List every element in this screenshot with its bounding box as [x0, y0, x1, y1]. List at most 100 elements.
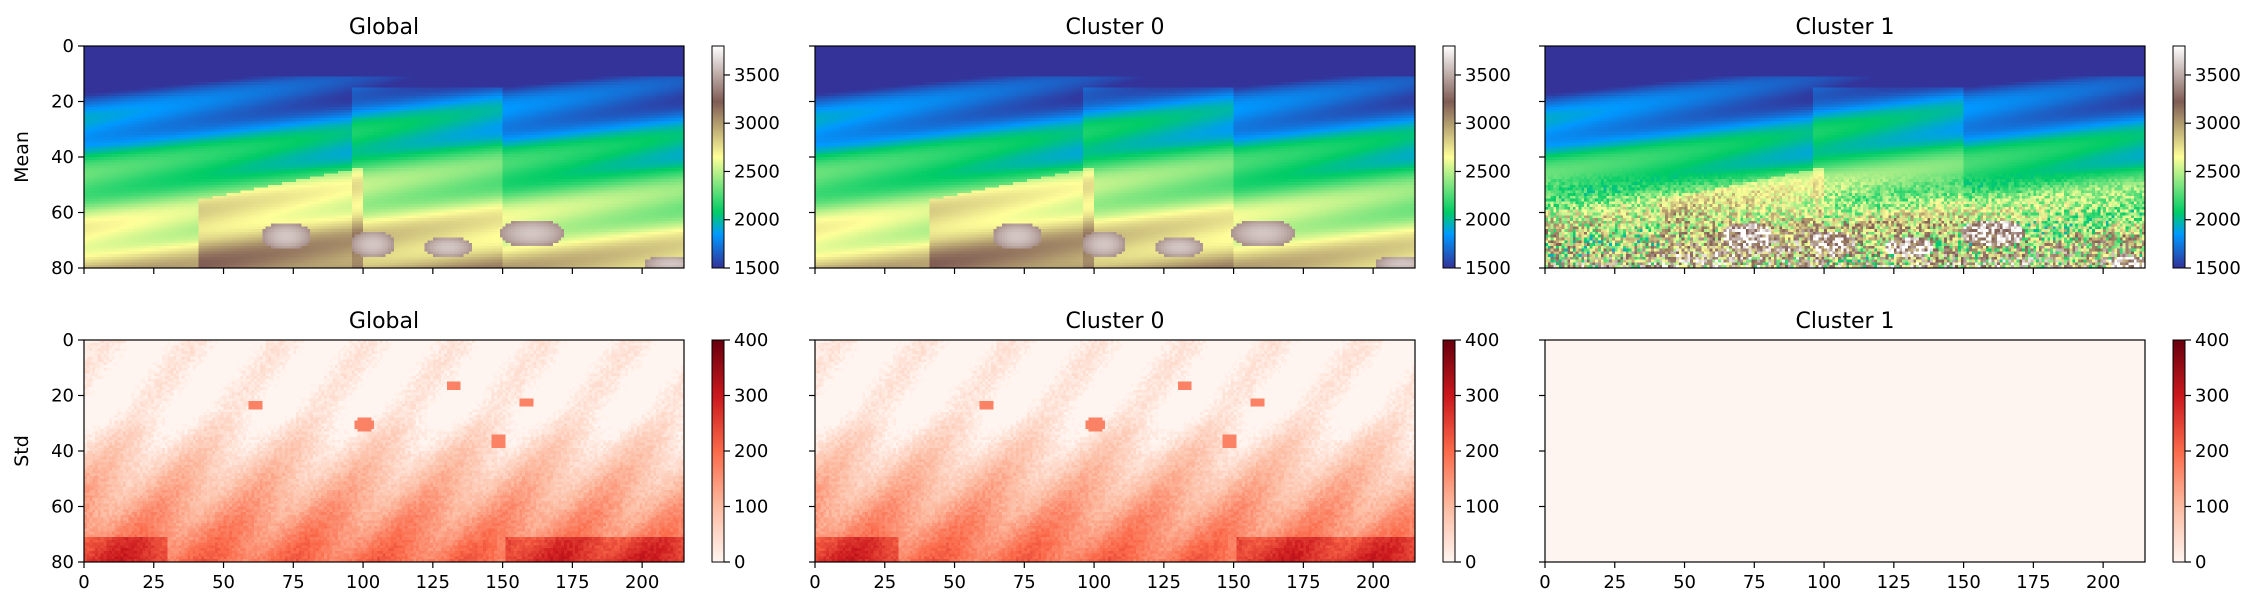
y-tick-label: 60: [51, 203, 74, 224]
colorbar-tick-label: 3000: [1465, 113, 1511, 134]
panel-title: Global: [349, 309, 419, 334]
colorbar-tick-label: 100: [2195, 497, 2229, 518]
x-tick-label: 0: [1539, 572, 1550, 593]
x-tick-label: 125: [1147, 572, 1181, 593]
colorbar-gradient: [2173, 340, 2185, 562]
x-tick-label: 150: [485, 572, 519, 593]
colorbar-tick-label: 400: [2195, 330, 2229, 351]
panel-velocity-mean-cluster1: Cluster 1 1500 2000 2500 3000 3500: [1539, 15, 2241, 279]
panel-title: Cluster 1: [1795, 309, 1894, 334]
x-tick-label: 100: [346, 572, 380, 593]
colorbar-gradient: [712, 46, 724, 268]
colorbar-tick-label: 1500: [2195, 258, 2241, 279]
x-tick-label: 100: [1807, 572, 1841, 593]
heatmap-image: [84, 46, 684, 268]
y-tick-label: 80: [51, 552, 74, 573]
x-tick-label: 75: [282, 572, 305, 593]
colorbar-tick-label: 400: [1465, 330, 1499, 351]
panel-velocity-std-cluster1-uniform-0: Cluster 1 0 25 50 75 100 125 150 175 200 0 100 200 30…: [1539, 309, 2229, 593]
panel-title: Global: [349, 15, 419, 40]
colorbar-gradient: [1443, 46, 1455, 268]
y-tick-label: 60: [51, 497, 74, 518]
colorbar-tick-label: 3500: [1465, 65, 1511, 86]
x-tick-label: 75: [1013, 572, 1036, 593]
colorbar-tick-label: 3000: [2195, 113, 2241, 134]
heatmap-image: [815, 340, 1415, 562]
heatmap-image: [84, 340, 684, 562]
panel-title: Cluster 0: [1065, 309, 1164, 334]
x-tick-label: 200: [625, 572, 659, 593]
panel-velocity-mean-global: Global 0 20 40 60 80 1500 2000 2500 3000 3500: [51, 15, 780, 279]
y-tick-label: 20: [51, 92, 74, 113]
row-ylabel: Std: [11, 435, 33, 467]
y-tick-label: 20: [51, 386, 74, 407]
x-tick-label: 150: [1216, 572, 1250, 593]
colorbar-tick-label: 2500: [734, 161, 780, 182]
colorbar: 1500 2000 2500 3000 3500: [1442, 45, 1511, 279]
colorbar-tick-label: 3500: [2195, 65, 2241, 86]
x-tick-label: 125: [1877, 572, 1911, 593]
panel-title: Cluster 1: [1795, 15, 1894, 40]
colorbar-tick-label: 2500: [1465, 161, 1511, 182]
colorbar-tick-label: 1500: [1465, 258, 1511, 279]
colorbar: 0 100 200 300 400: [711, 330, 768, 573]
colorbar-tick-label: 0: [1465, 552, 1476, 573]
x-tick-label: 0: [809, 572, 820, 593]
colorbar-tick-label: 200: [734, 441, 768, 462]
x-tick-label: 200: [2086, 572, 2120, 593]
row-ylabel: Mean: [11, 131, 33, 183]
x-tick-label: 125: [416, 572, 450, 593]
x-tick-label: 0: [78, 572, 89, 593]
colorbar-frame: [2172, 45, 2186, 269]
colorbar-tick-label: 200: [2195, 441, 2229, 462]
x-tick-label: 200: [1356, 572, 1390, 593]
colorbar-tick-label: 300: [2195, 386, 2229, 407]
colorbar-tick-label: 100: [1465, 497, 1499, 518]
panel-velocity-std-cluster0: Cluster 0 0 25 50 75 100 125 150 175 200 0 100 200 30…: [809, 309, 1499, 593]
colorbar-tick-label: 3000: [734, 113, 780, 134]
x-tick-label: 100: [1077, 572, 1111, 593]
colorbar-tick-label: 300: [734, 386, 768, 407]
y-tick-label: 80: [51, 258, 74, 279]
colorbar-frame: [1442, 45, 1456, 269]
colorbar-tick-label: 100: [734, 497, 768, 518]
colorbar-frame: [711, 45, 725, 269]
colorbar-tick-label: 2000: [1465, 210, 1511, 231]
heatmap-image: [1545, 46, 2145, 268]
y-tick-label: 40: [51, 441, 74, 462]
x-tick-label: 75: [1743, 572, 1766, 593]
y-tick-label: 0: [63, 36, 74, 57]
panel-title: Cluster 0: [1065, 15, 1164, 40]
x-tick-label: 175: [2016, 572, 2050, 593]
x-tick-label: 50: [943, 572, 966, 593]
colorbar-tick-label: 1500: [734, 258, 780, 279]
x-tick-label: 175: [1286, 572, 1320, 593]
colorbar-tick-label: 200: [1465, 441, 1499, 462]
y-tick-label: 40: [51, 147, 74, 168]
colorbar-tick-label: 2500: [2195, 161, 2241, 182]
colorbar-tick-label: 400: [734, 330, 768, 351]
x-tick-label: 50: [212, 572, 235, 593]
heatmap-image: [1545, 340, 2145, 562]
colorbar-gradient: [1443, 340, 1455, 562]
colorbar: 1500 2000 2500 3000 3500: [2172, 45, 2241, 279]
x-tick-label: 150: [1946, 572, 1980, 593]
colorbar: 1500 2000 2500 3000 3500: [711, 45, 780, 279]
x-tick-label: 25: [1603, 572, 1626, 593]
heatmap-image: [815, 46, 1415, 268]
colorbar-tick-label: 300: [1465, 386, 1499, 407]
colorbar: 0 100 200 300 400: [1442, 330, 1499, 573]
colorbar-gradient: [2173, 46, 2185, 268]
x-tick-label: 25: [142, 572, 165, 593]
colorbar-gradient: [712, 340, 724, 562]
colorbar-tick-label: 0: [2195, 552, 2206, 573]
panel-velocity-mean-cluster0: Cluster 0 1500 2000 2500 3000 3500: [809, 15, 1511, 279]
colorbar-tick-label: 2000: [2195, 210, 2241, 231]
colorbar: 0 100 200 300 400: [2172, 330, 2229, 573]
y-tick-label: 0: [63, 330, 74, 351]
x-tick-label: 175: [555, 572, 589, 593]
